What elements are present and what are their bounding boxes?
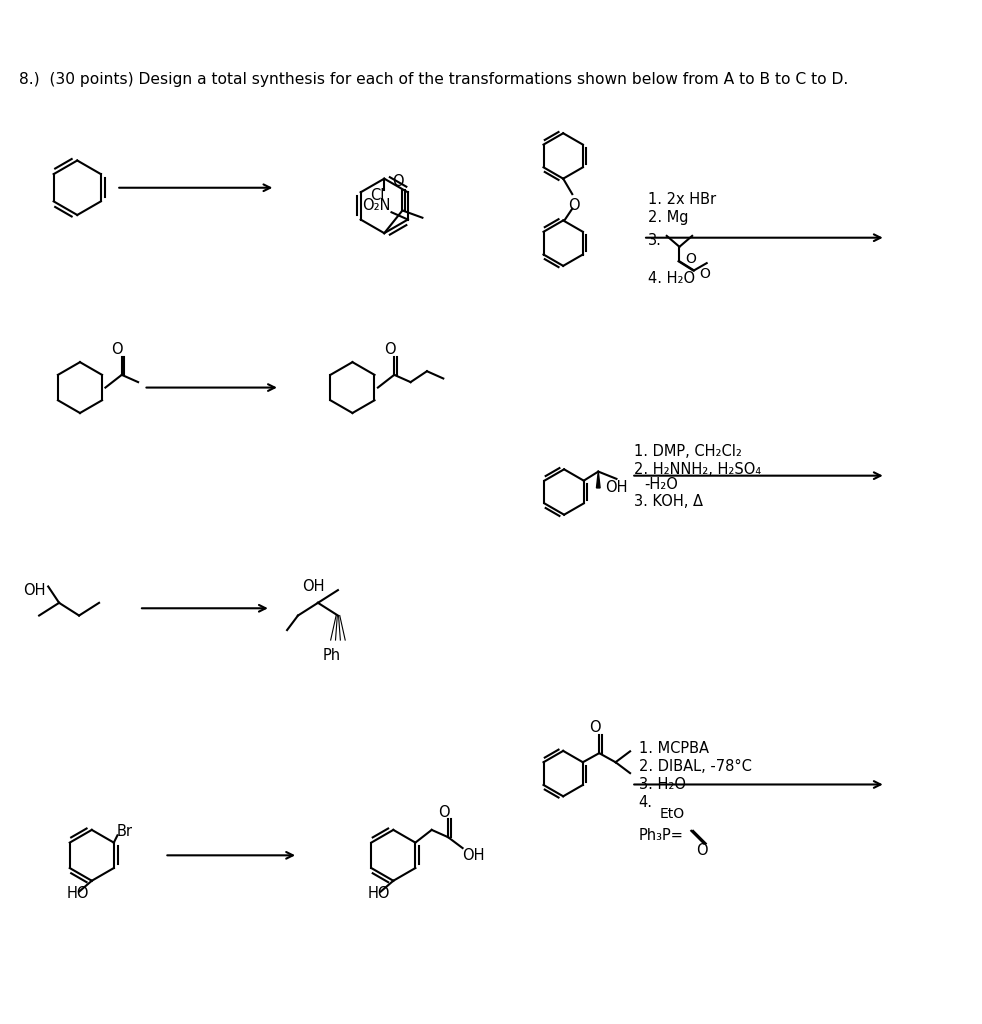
Text: EtO: EtO xyxy=(660,808,684,821)
Text: 3. H₂O: 3. H₂O xyxy=(638,777,685,792)
Text: 3.: 3. xyxy=(648,232,662,248)
Text: 3. KOH, Δ: 3. KOH, Δ xyxy=(634,494,703,509)
Text: OH: OH xyxy=(302,579,325,594)
Text: 4.: 4. xyxy=(638,796,653,810)
Text: Br: Br xyxy=(117,824,133,840)
Text: O: O xyxy=(589,720,600,735)
Text: 1. DMP, CH₂Cl₂: 1. DMP, CH₂Cl₂ xyxy=(634,443,742,459)
Text: O: O xyxy=(111,342,123,357)
Text: 1. MCPBA: 1. MCPBA xyxy=(638,740,709,756)
Text: O₂N: O₂N xyxy=(362,198,391,213)
Text: O: O xyxy=(439,805,450,820)
Text: HO: HO xyxy=(67,886,88,901)
Text: Ph: Ph xyxy=(322,648,341,663)
Text: Ph₃P=: Ph₃P= xyxy=(638,827,683,843)
Text: 1. 2x HBr: 1. 2x HBr xyxy=(648,193,716,207)
Text: 2. DIBAL, -78°C: 2. DIBAL, -78°C xyxy=(638,759,751,774)
Text: OH: OH xyxy=(463,848,485,863)
Polygon shape xyxy=(596,472,600,487)
Text: 2. Mg: 2. Mg xyxy=(648,210,688,225)
Text: -H₂O: -H₂O xyxy=(644,477,678,493)
Text: 2. H₂NNH₂, H₂SO₄: 2. H₂NNH₂, H₂SO₄ xyxy=(634,462,761,477)
Text: O: O xyxy=(392,174,404,188)
Text: O: O xyxy=(684,253,696,266)
Text: HO: HO xyxy=(368,886,391,901)
Text: OH: OH xyxy=(606,480,628,496)
Text: O: O xyxy=(696,844,708,858)
Text: 8.)  (30 points) Design a total synthesis for each of the transformations shown : 8.) (30 points) Design a total synthesis… xyxy=(19,73,848,87)
Text: O: O xyxy=(699,267,710,281)
Text: O: O xyxy=(384,342,396,357)
Text: 4. H₂O: 4. H₂O xyxy=(648,271,695,286)
Text: OH: OH xyxy=(24,583,46,598)
Text: Cl: Cl xyxy=(370,187,384,203)
Text: O: O xyxy=(569,198,580,213)
